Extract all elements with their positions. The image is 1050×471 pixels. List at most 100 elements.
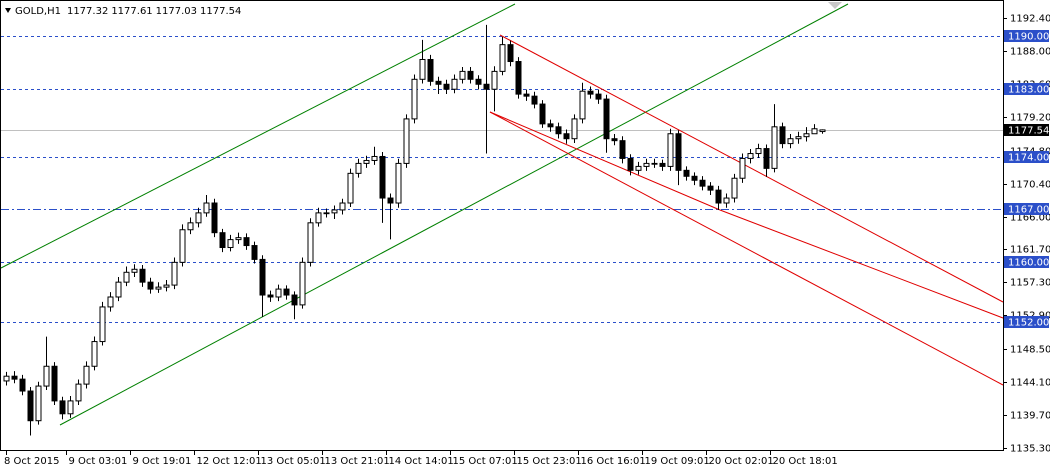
candle-body [507,44,514,63]
candle-body [563,133,570,140]
candle-body [147,281,154,290]
candle-body [419,58,426,80]
trendlines [0,3,1004,426]
x-tick-label: 19 Oct 09:01 [645,456,710,467]
candle-body [139,268,146,283]
level-label: 1167.00 [1008,205,1049,216]
candle-body [643,162,650,167]
level-label-bg [1004,30,1049,42]
candle-body [755,148,762,155]
header-close: 1177.54 [200,6,241,17]
candle-body [75,383,82,402]
candle-body [667,133,674,167]
candle-body [715,189,722,204]
candle-body [587,90,594,95]
candle-body [299,261,306,306]
x-tick-label: 20 Oct 18:01 [773,456,838,467]
price-label: 1177.54 [1008,126,1049,137]
candle-body [619,140,626,159]
candle-body [747,153,754,159]
candle-body [739,157,746,179]
candle-body [707,185,714,191]
y-tick-label: 1144.10 [1010,378,1050,389]
plot-frame [0,0,1004,451]
y-tick-label: 1148.50 [1010,345,1050,356]
candle-body [531,95,538,105]
candle-body [595,93,602,100]
x-tick-label: 15 Oct 07:01 [453,456,518,467]
candle-body [779,126,786,145]
candle-body [651,162,658,165]
y-tick-label: 1157.30 [1010,278,1050,289]
candle-body [347,172,354,204]
candle-body [723,197,730,204]
candle-body [171,261,178,286]
x-tick-label: 13 Oct 05:01 [261,456,326,467]
candle-body [547,123,554,128]
y-tick-label: 1170.40 [1010,180,1050,191]
level-label-bg [1004,151,1049,163]
candle-body [635,165,642,171]
candle-body [355,162,362,174]
candle-body [475,78,482,85]
candle-body [27,390,34,422]
candle-body [483,83,490,90]
candle-body [379,155,386,199]
candle-body [107,296,114,308]
candle-body [43,365,50,387]
level-label-bg [1004,256,1049,268]
candle-body [235,237,242,241]
header-low: 1177.03 [156,6,197,17]
candle-body [787,138,794,145]
candle-body [611,138,618,142]
candle-body [283,288,290,296]
candle-body [83,365,90,385]
candle-body [363,159,370,164]
level-label-bg [1004,83,1049,95]
candle-body [99,306,106,343]
candle-body [35,385,42,422]
candle-body [291,294,298,306]
candle-body [179,229,186,263]
candle-body [163,284,170,288]
candle-body [819,129,826,133]
level-label-bg [1004,316,1049,328]
x-tick-label: 9 Oct 03:01 [69,456,128,467]
level-label-bg [1004,203,1049,215]
header-high: 1177.61 [111,6,152,17]
symbol: GOLD,H1 [15,6,61,17]
candle-body [811,128,818,135]
x-tick-label: 14 Oct 14:01 [389,456,454,467]
x-tick-label: 8 Oct 2015 [4,456,59,467]
candle-body [411,78,418,120]
candle-body [699,179,706,187]
candle-body [59,400,66,415]
candle-body [499,44,506,72]
menu-arrow [5,8,11,13]
candle-body [195,212,202,224]
candle-body [443,83,450,90]
candle-body [435,80,442,85]
candle-body [187,222,194,231]
pitchfork-line [489,111,721,211]
pitchfork-line [719,209,1004,319]
candle-body [251,245,258,260]
candle-body [91,341,98,367]
candle-body [123,271,130,283]
candle-body [203,202,210,214]
chart-header: GOLD,H1 1177.32 1177.61 1177.03 1177.54 [15,6,241,17]
channel-line [0,3,516,269]
y-tick-label: 1188.00 [1010,47,1050,58]
x-tick-label: 16 Oct 16:01 [581,456,646,467]
y-tick-label: 1192.40 [1010,14,1050,25]
candle-body [731,177,738,199]
candle-body [131,268,138,273]
candle-body [403,118,410,164]
candle-body [307,222,314,263]
candle-body [259,258,266,296]
candle-body [459,70,466,80]
pitchfork-line [489,111,1004,386]
candle-body [267,294,274,298]
candle-body [539,103,546,125]
candle-body [155,286,162,290]
